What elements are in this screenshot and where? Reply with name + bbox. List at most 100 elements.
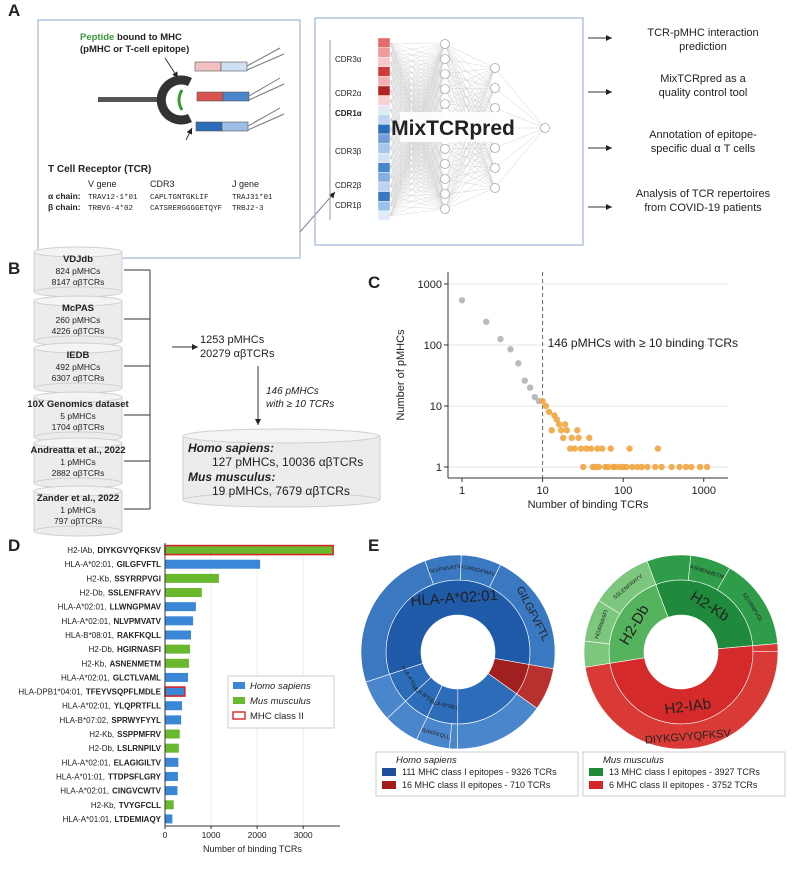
db-tcrs: 6307 αβTCRs <box>52 373 105 383</box>
db-pmhcs: 5 pMHCs <box>60 411 95 421</box>
nn-edge <box>444 103 496 109</box>
point <box>555 421 563 428</box>
nn-edge <box>389 43 446 92</box>
y-tick-label: HLA-A*02:01, GILGFVFTL <box>65 560 161 569</box>
mhc-shape <box>156 75 192 125</box>
outer-label: NLVPMVATV <box>429 564 462 575</box>
point <box>586 434 593 442</box>
nn-edge <box>444 187 496 195</box>
tcr-chain <box>221 121 249 132</box>
mhc-name: H2-Db, <box>80 589 105 598</box>
bar <box>165 729 180 739</box>
peptide-name: TFEYVSQPFLMDLE <box>86 688 162 697</box>
db-pmhcs: 492 pMHCs <box>56 362 101 372</box>
outer-segment <box>516 664 554 709</box>
x-axis-label: Number of binding TCRs <box>528 499 649 511</box>
membrane <box>98 97 160 102</box>
nn-edge <box>444 147 496 195</box>
bar <box>165 559 261 569</box>
nn-edge <box>389 71 446 105</box>
bar <box>165 757 179 767</box>
nn-edge <box>444 187 496 210</box>
input-cell <box>377 57 391 68</box>
db-cylinder-top <box>33 246 123 258</box>
peptide-name: SSYRRPVGI <box>114 574 161 583</box>
legend-swatch <box>233 697 245 704</box>
nn-edge <box>389 43 446 72</box>
y-tick-label: HLA-A*02:01, NLVPMVATV <box>62 617 162 626</box>
nn-edge <box>389 43 446 140</box>
point <box>688 463 695 471</box>
nn-node <box>440 189 450 199</box>
point <box>563 427 571 434</box>
tcr-stem <box>247 107 281 127</box>
nn-edge <box>389 148 446 188</box>
peptide-name: RAKFKQLL <box>117 631 161 640</box>
nn-edge <box>389 148 446 210</box>
peptide-name: GLCTLVAML <box>113 673 161 682</box>
nn-node <box>490 83 500 93</box>
tcr-chain <box>195 121 223 132</box>
bar <box>165 630 192 640</box>
nn-edge <box>389 58 446 149</box>
legend-swatch <box>589 768 603 776</box>
y-tick-label: HLA-A*02:01, YLQPRTFLL <box>62 702 161 711</box>
bar <box>165 800 174 810</box>
point <box>557 427 565 434</box>
input-cell <box>377 47 391 58</box>
point <box>583 445 590 452</box>
tcr-stem <box>246 47 281 67</box>
x-tick-label: 100 <box>614 485 632 497</box>
nn-edge <box>389 158 446 165</box>
output-text: from COVID-19 patients <box>644 202 762 214</box>
db-tcrs: 4226 αβTCRs <box>52 326 105 336</box>
point <box>654 445 662 452</box>
db-name: McPAS <box>62 303 94 314</box>
mhc-name: HLA-A*02:01, <box>62 702 111 711</box>
x-tick-label: 1000 <box>692 485 716 497</box>
y-tick-label: HLA-A*02:01, LLWNGPMAV <box>58 603 162 612</box>
cdr-label: CDR3α <box>335 55 362 64</box>
nn-edge <box>444 178 496 189</box>
tcr-chain <box>194 61 222 72</box>
nn-edge <box>444 67 496 105</box>
peptide-name: SPRWYFYYL <box>111 716 161 725</box>
nn-edge <box>444 43 496 69</box>
legend-label: Mus musculus <box>250 696 311 707</box>
arrow <box>164 57 179 79</box>
point <box>539 397 546 405</box>
gene-value: TRAJ31*01 <box>232 194 273 202</box>
nn-edge <box>389 88 446 216</box>
nn-edge <box>389 43 446 168</box>
legend-label: 16 MHC class II epitopes - 710 TCRs <box>402 780 551 790</box>
nn-edge <box>444 67 496 90</box>
nn-edge <box>494 87 546 129</box>
input-cell <box>377 191 391 202</box>
db-name: Zander et al., 2022 <box>37 493 119 504</box>
point <box>668 463 675 471</box>
peptide-name: YLQPRTFLL <box>114 702 161 711</box>
nn-node <box>490 63 500 73</box>
nn-edge <box>444 163 496 189</box>
peptide-name: DIYKGVYQFKSV <box>97 546 161 555</box>
annotation: 146 pMHCs with ≥ 10 binding TCRs <box>548 336 738 350</box>
x-tick-label: 1 <box>459 485 465 497</box>
point <box>587 445 595 452</box>
nn-edge <box>389 148 446 178</box>
legend-swatch <box>382 768 396 776</box>
species-name: Homo sapiens: <box>188 441 274 455</box>
cdr-label: CDR1β <box>335 201 362 210</box>
y-axis-label: Number of pMHCs <box>395 329 407 421</box>
nn-edge <box>389 119 446 210</box>
y-tick-label: H2-IAb, DIYKGVYQFKSV <box>67 546 161 555</box>
mhc-name: HLA-A*02:01, <box>58 603 107 612</box>
cdr-label: CDR2β <box>335 181 362 190</box>
bar <box>165 715 182 725</box>
nn-edge <box>389 163 446 188</box>
input-cell <box>377 152 391 163</box>
nn-edge <box>389 163 446 168</box>
gene-header: J gene <box>232 179 259 189</box>
point <box>658 463 665 471</box>
db-cylinder <box>33 442 123 484</box>
nn-edge <box>389 52 446 120</box>
